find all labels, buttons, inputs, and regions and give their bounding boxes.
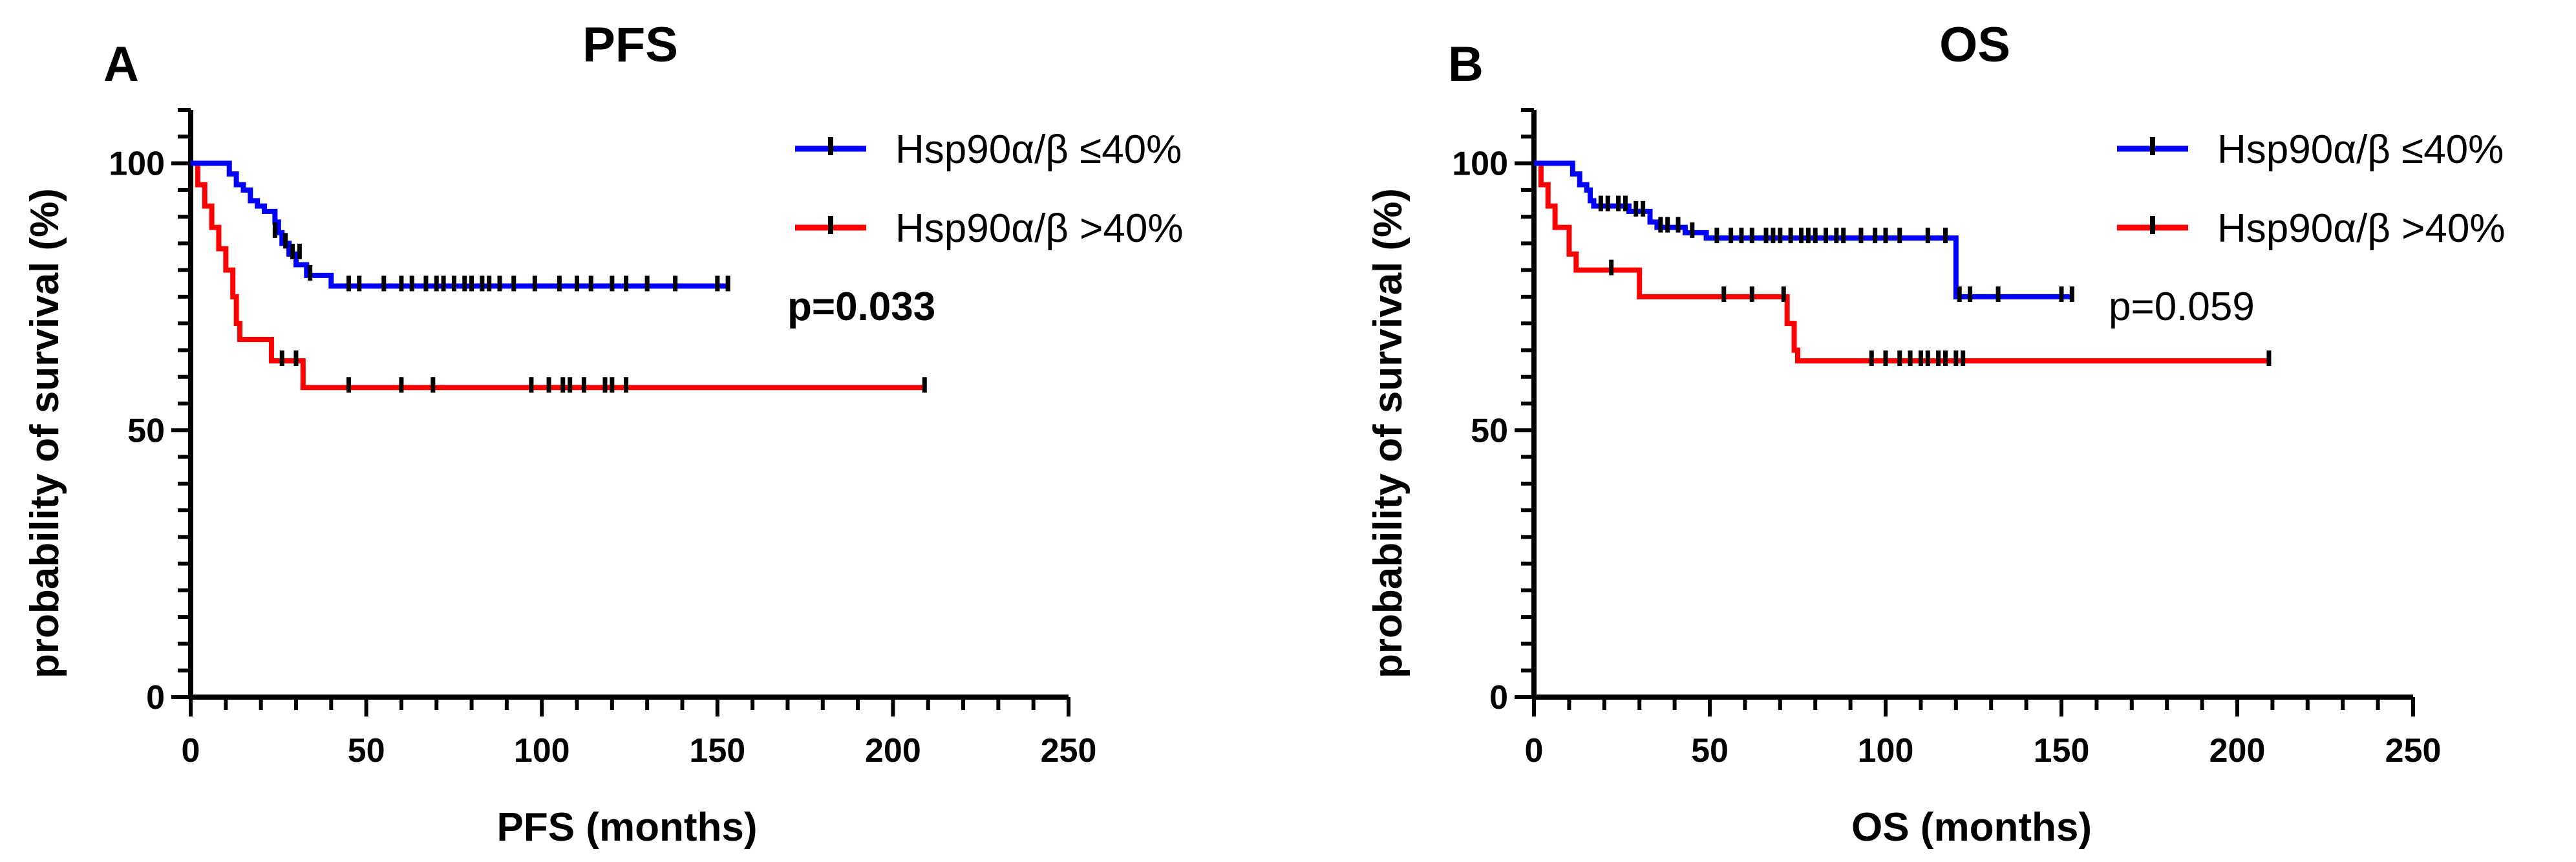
x-tick-label: 150 (2034, 732, 2090, 770)
legend-label-low-pfs: Hsp90α/β ≤40% (895, 127, 1182, 172)
y-tick-label: 0 (146, 679, 165, 717)
x-tick-label: 50 (1691, 732, 1729, 770)
panel-letter-b: B (1448, 37, 1484, 92)
p-value-pfs: p=0.033 (787, 285, 935, 329)
y-tick-label: 50 (127, 412, 165, 449)
axes-pfs: 0 50 100 0 50 100 150 200 250 (109, 108, 1097, 770)
y-tick-label: 0 (1489, 679, 1508, 717)
x-tick-label: 200 (2209, 732, 2266, 770)
chart-title-os: OS (1939, 17, 2010, 72)
legend-pfs: Hsp90α/β ≤40% Hsp90α/β >40% (795, 127, 1183, 251)
legend-label-low-os: Hsp90α/β ≤40% (2217, 127, 2504, 172)
curves-pfs (191, 160, 927, 393)
y-tick-label: 100 (109, 145, 165, 183)
y-tick-label: 50 (1471, 412, 1508, 449)
x-axis-title-os: OS (months) (1851, 805, 2092, 850)
y-axis-title-pfs: probability of survival (%) (23, 188, 67, 678)
survival-curve-high-b (1534, 160, 2269, 363)
panel-letter-a: A (103, 37, 139, 92)
survival-curve-high-a (191, 160, 925, 391)
panel-pfs: A PFS probability of survival (%) PFS (m… (23, 17, 1183, 850)
x-tick-label: 250 (1041, 732, 1097, 770)
axes-os: 0 50 100 0 50 100 150 200 250 (1452, 108, 2442, 770)
y-tick-label: 100 (1452, 145, 1508, 183)
legend-label-high-pfs: Hsp90α/β >40% (895, 206, 1183, 251)
x-axis-title-pfs: PFS (months) (497, 805, 758, 850)
x-tick-label: 250 (2385, 732, 2442, 770)
chart-title-pfs: PFS (582, 17, 678, 72)
x-tick-label: 100 (514, 732, 570, 770)
x-tick-label: 100 (1858, 732, 1914, 770)
survival-curve-low-b (1534, 160, 2072, 299)
x-tick-label: 50 (348, 732, 385, 770)
curves-os (1534, 160, 2272, 366)
x-tick-label: 0 (1525, 732, 1544, 770)
legend-os: Hsp90α/β ≤40% Hsp90α/β >40% (2117, 127, 2505, 251)
y-axis-title-os: probability of survival (%) (1366, 188, 1410, 678)
x-tick-label: 0 (182, 732, 200, 770)
x-tick-label: 200 (865, 732, 921, 770)
p-value-os: p=0.059 (2109, 285, 2255, 329)
survival-curve-low-a (191, 160, 729, 289)
x-tick-label: 150 (689, 732, 745, 770)
legend-label-high-os: Hsp90α/β >40% (2217, 206, 2505, 251)
panel-os: B OS probability of survival (%) OS (mon… (1366, 17, 2505, 850)
